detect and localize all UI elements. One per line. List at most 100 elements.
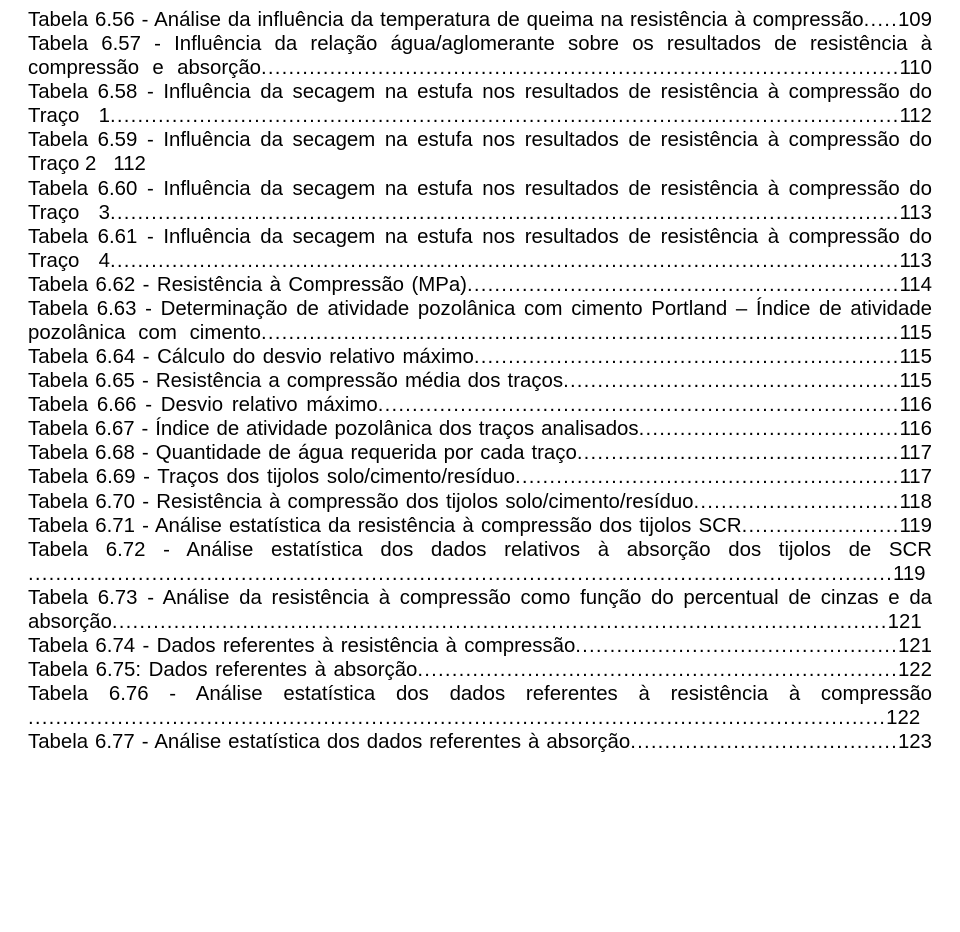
- toc-label-tail: Tabela 6.71 - Análise estatística da res…: [28, 515, 742, 537]
- leader-dots: ........................................…: [575, 635, 898, 657]
- toc-line: Tabela 6.72 - Análise estatística dos da…: [28, 538, 932, 562]
- toc-label-tail: Traço 1: [28, 105, 110, 127]
- leader-dots: ........................................…: [28, 707, 886, 729]
- toc-line: Traço 4.................................…: [28, 249, 932, 273]
- toc-line: pozolânica com cimento..................…: [28, 321, 932, 345]
- toc-label: Tabela 6.63 - Determinação de atividade …: [28, 298, 932, 320]
- leader-dots: .......................: [742, 515, 900, 537]
- toc-line: Tabela 6.67 - Índice de atividade pozolâ…: [28, 417, 932, 441]
- toc-page: 115: [899, 322, 932, 344]
- toc-line: Tabela 6.76 - Análise estatística dos da…: [28, 682, 932, 706]
- toc-page: 117: [899, 442, 932, 464]
- toc-label: Tabela 6.73 - Análise da resistência à c…: [28, 587, 932, 609]
- toc-label-tail: Tabela 6.75: Dados referentes à absorção: [28, 659, 417, 681]
- toc-page: 114: [899, 274, 932, 296]
- leader-dots: ........................................…: [261, 322, 899, 344]
- toc-page: 119: [893, 563, 926, 585]
- toc-line: Tabela 6.68 - Quantidade de água requeri…: [28, 441, 932, 465]
- toc-dots-line: ........................................…: [28, 706, 932, 730]
- toc-label-tail: Tabela 6.68 - Quantidade de água requeri…: [28, 442, 577, 464]
- leader-dots: ......................................: [639, 418, 900, 440]
- toc-page: 116: [899, 394, 932, 416]
- toc-page: 110: [899, 57, 932, 79]
- toc-line: Tabela 6.61 - Influência da secagem na e…: [28, 225, 932, 249]
- toc-label-tail: Tabela 6.65 - Resistência a compressão m…: [28, 370, 563, 392]
- toc-line: absorção................................…: [28, 610, 932, 634]
- leader-dots: ..............................: [694, 491, 900, 513]
- toc-line: Traço 3.................................…: [28, 201, 932, 225]
- toc-page: 112: [899, 105, 932, 127]
- leader-dots: .....: [864, 9, 898, 31]
- toc-label: Tabela 6.57 - Influência da relação água…: [28, 33, 932, 55]
- toc-page: 118: [899, 491, 932, 513]
- toc-page: 109: [898, 9, 932, 31]
- table-of-tables: Tabela 6.56 - Análise da influência da t…: [28, 8, 932, 754]
- toc-line: Tabela 6.59 - Influência da secagem na e…: [28, 128, 932, 152]
- toc-label-tail: Tabela 6.67 - Índice de atividade pozolâ…: [28, 418, 639, 440]
- leader-dots: ........................................…: [112, 611, 888, 633]
- leader-dots: ........................................…: [417, 659, 898, 681]
- toc-line: Tabela 6.58 - Influência da secagem na e…: [28, 80, 932, 104]
- toc-label-tail: compressão e absorção: [28, 57, 261, 79]
- toc-label-tail: Tabela 6.62 - Resistência à Compressão (…: [28, 274, 467, 296]
- leader-dots: .......................................: [630, 731, 898, 753]
- toc-dots-line: ........................................…: [28, 562, 932, 586]
- toc-label-tail: Tabela 6.74 - Dados referentes à resistê…: [28, 635, 575, 657]
- toc-page-inline: 112: [96, 153, 146, 175]
- toc-label-tail: Tabela 6.76 - Análise estatística dos da…: [28, 683, 932, 705]
- leader-dots: ........................................…: [378, 394, 900, 416]
- toc-page: 116: [899, 418, 932, 440]
- toc-line: Tabela 6.77 - Análise estatística dos da…: [28, 730, 932, 754]
- toc-page: 113: [899, 250, 932, 272]
- toc-line: Traço 1.................................…: [28, 104, 932, 128]
- toc-label: Tabela 6.61 - Influência da secagem na e…: [28, 226, 932, 248]
- toc-page: 122: [898, 659, 932, 681]
- toc-line: Tabela 6.74 - Dados referentes à resistê…: [28, 634, 932, 658]
- leader-dots: ........................................…: [110, 202, 900, 224]
- toc-line: Tabela 6.71 - Análise estatística da res…: [28, 514, 932, 538]
- toc-page: 115: [899, 346, 932, 368]
- toc-label-tail: Tabela 6.77 - Análise estatística dos da…: [28, 731, 630, 753]
- toc-label: Tabela 6.60 - Influência da secagem na e…: [28, 178, 932, 200]
- leader-dots: ........................................…: [110, 105, 900, 127]
- toc-line: compressão e absorção...................…: [28, 56, 932, 80]
- toc-label-tail: Traço 3: [28, 202, 110, 224]
- toc-page: 121: [888, 611, 922, 633]
- toc-line: Traço 2 112: [28, 152, 932, 176]
- leader-dots: ........................................…: [577, 442, 900, 464]
- toc-label-tail: Tabela 6.72 - Análise estatística dos da…: [28, 539, 932, 561]
- toc-page: 121: [898, 635, 932, 657]
- toc-line: Tabela 6.65 - Resistência a compressão m…: [28, 369, 932, 393]
- leader-dots: ........................................…: [563, 370, 899, 392]
- toc-line: Tabela 6.56 - Análise da influência da t…: [28, 8, 932, 32]
- toc-label: Tabela 6.58 - Influência da secagem na e…: [28, 81, 932, 103]
- toc-line: Tabela 6.57 - Influência da relação água…: [28, 32, 932, 56]
- toc-label-tail: pozolânica com cimento: [28, 322, 261, 344]
- toc-page: 122: [886, 707, 920, 729]
- leader-dots: ........................................…: [467, 274, 900, 296]
- toc-line: Tabela 6.70 - Resistência à compressão d…: [28, 490, 932, 514]
- toc-page: 119: [899, 515, 932, 537]
- toc-page: 113: [899, 202, 932, 224]
- toc-page: 117: [899, 466, 932, 488]
- toc-line: Tabela 6.60 - Influência da secagem na e…: [28, 177, 932, 201]
- toc-label-tail: absorção: [28, 611, 112, 633]
- toc-line: Tabela 6.62 - Resistência à Compressão (…: [28, 273, 932, 297]
- toc-label-tail: Tabela 6.56 - Análise da influência da t…: [28, 9, 864, 31]
- toc-page: 115: [899, 370, 932, 392]
- leader-dots: ........................................…: [474, 346, 900, 368]
- toc-line: Tabela 6.66 - Desvio relativo máximo....…: [28, 393, 932, 417]
- leader-dots: ........................................…: [28, 563, 893, 585]
- leader-dots: ........................................…: [261, 57, 899, 79]
- toc-line: Tabela 6.75: Dados referentes à absorção…: [28, 658, 932, 682]
- toc-line: Tabela 6.73 - Análise da resistência à c…: [28, 586, 932, 610]
- toc-label-tail: Traço 4: [28, 250, 110, 272]
- toc-label-tail: Tabela 6.69 - Traços dos tijolos solo/ci…: [28, 466, 515, 488]
- toc-label-tail: Tabela 6.64 - Cálculo do desvio relativo…: [28, 346, 474, 368]
- toc-label-tail: Tabela 6.66 - Desvio relativo máximo: [28, 394, 378, 416]
- toc-line: Tabela 6.64 - Cálculo do desvio relativo…: [28, 345, 932, 369]
- toc-line: Tabela 6.63 - Determinação de atividade …: [28, 297, 932, 321]
- toc-page: 123: [898, 731, 932, 753]
- toc-label: Tabela 6.59 - Influência da secagem na e…: [28, 129, 932, 151]
- toc-label-tail: Traço 2: [28, 153, 96, 175]
